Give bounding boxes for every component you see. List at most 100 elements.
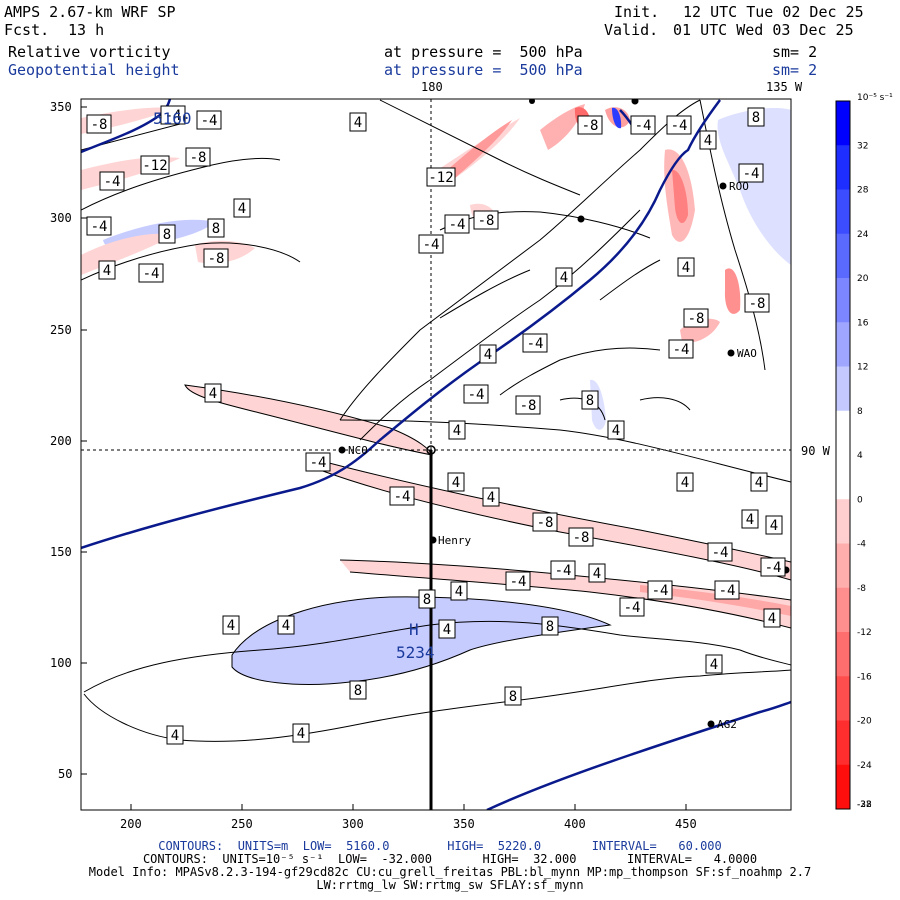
footer-vorticity-contours: CONTOURS: UNITS=10⁻⁵ s⁻¹ LOW= -32.000 HI… xyxy=(142,852,758,866)
svg-text:4: 4 xyxy=(710,657,718,673)
svg-text:-4: -4 xyxy=(652,583,669,599)
contour-label: 4 xyxy=(741,509,759,529)
high-value: 5234 xyxy=(396,643,435,662)
contour-label: -4 xyxy=(160,105,186,125)
ytick-150: 150 xyxy=(50,545,72,559)
colorbar-swatch xyxy=(836,720,850,766)
height-contour-label: 5160 xyxy=(153,109,192,128)
contour-label: -8 xyxy=(473,210,499,230)
svg-text:4: 4 xyxy=(455,584,463,600)
ytick-350: 350 xyxy=(50,100,72,114)
valid-label: Valid. xyxy=(604,21,659,39)
contour-label: 4 xyxy=(349,112,367,132)
footer-physics-info: LW:rrtmg_lw SW:rrtmg_sw SFLAY:sf_mynn xyxy=(316,878,584,892)
smoothing-1: sm= 2 xyxy=(772,43,818,61)
field-height: Geopotential height xyxy=(8,61,180,79)
svg-text:8: 8 xyxy=(546,619,554,635)
svg-text:-4: -4 xyxy=(712,545,729,561)
lon-90w-label: 90 W xyxy=(801,444,830,458)
svg-text:4: 4 xyxy=(484,347,492,363)
svg-text:8: 8 xyxy=(509,689,517,705)
svg-text:-8: -8 xyxy=(208,251,225,267)
contour-label: -4 xyxy=(196,110,222,130)
svg-text:4: 4 xyxy=(282,618,290,634)
svg-text:4: 4 xyxy=(560,270,568,286)
svg-text:-4: -4 xyxy=(143,266,160,282)
colorbar-label: -12 xyxy=(857,628,872,638)
colorbar-swatch xyxy=(836,366,850,412)
svg-text:-4: -4 xyxy=(310,455,327,471)
contour-label: -8 xyxy=(86,114,112,134)
footer-height-contours: CONTOURS: UNITS=m LOW= 5160.0 HIGH= 5220… xyxy=(158,839,722,853)
positive-vorticity-region xyxy=(232,596,610,685)
svg-text:4: 4 xyxy=(681,475,689,491)
svg-text:8: 8 xyxy=(752,110,760,126)
xtick-200: 200 xyxy=(120,817,142,831)
svg-text:-12: -12 xyxy=(142,158,167,174)
svg-text:4: 4 xyxy=(452,475,460,491)
svg-text:8: 8 xyxy=(354,683,362,699)
svg-text:-4: -4 xyxy=(673,342,690,358)
svg-text:-4: -4 xyxy=(449,217,466,233)
colorbar-label: 0 xyxy=(857,495,863,505)
station-nco-label: NCO xyxy=(348,444,368,457)
contour-label: 4 xyxy=(677,257,695,277)
contour-label: -4 xyxy=(138,263,164,283)
svg-text:-4: -4 xyxy=(635,118,652,134)
colorbar-swatch xyxy=(836,189,850,235)
svg-text:-8: -8 xyxy=(537,515,554,531)
colorbar-label: -8 xyxy=(857,584,866,594)
contour-label: 4 xyxy=(699,130,717,150)
contour-label: 8 xyxy=(504,686,522,706)
svg-text:-4: -4 xyxy=(91,219,108,235)
colorbar-label: 32 xyxy=(857,141,868,151)
svg-text:-4: -4 xyxy=(423,237,440,253)
svg-text:4: 4 xyxy=(770,518,778,534)
colorbar-label: -32 xyxy=(857,800,872,810)
contour-label: 4 xyxy=(450,581,468,601)
svg-text:-8: -8 xyxy=(520,398,537,414)
contour-label: 8 xyxy=(747,107,765,127)
svg-text:4: 4 xyxy=(354,115,362,131)
colorbar-label: 24 xyxy=(857,230,869,240)
contour-label: 8 xyxy=(418,589,436,609)
contour-label: 4 xyxy=(438,619,456,639)
svg-text:-4: -4 xyxy=(719,583,736,599)
colorbar-label: -24 xyxy=(857,761,872,771)
ytick-50: 50 xyxy=(58,767,73,781)
contour-label: 4 xyxy=(222,615,240,635)
colorbar-swatch xyxy=(836,543,850,589)
colorbar-label: -4 xyxy=(857,540,866,550)
forecast-value: 13 h xyxy=(68,21,105,39)
colorbar-label: 4 xyxy=(857,451,863,461)
contour-label: 4 xyxy=(277,615,295,635)
colorbar-label: 8 xyxy=(857,407,863,417)
colorbar-swatch xyxy=(836,101,850,146)
contour-label: 4 xyxy=(479,344,497,364)
svg-text:4: 4 xyxy=(487,490,495,506)
colorbar-label: 28 xyxy=(857,186,869,196)
model-title: AMPS 2.67-km WRF SP xyxy=(4,3,176,21)
ytick-200: 200 xyxy=(50,434,72,448)
colorbar-swatch xyxy=(836,410,850,456)
init-value: 12 UTC Tue 02 Dec 25 xyxy=(683,3,864,21)
lon-180-label: 180 xyxy=(421,80,443,94)
svg-text:4: 4 xyxy=(612,423,620,439)
colorbar-frame xyxy=(835,100,851,810)
svg-text:-8: -8 xyxy=(190,150,207,166)
svg-text:4: 4 xyxy=(453,423,461,439)
svg-text:4: 4 xyxy=(443,622,451,638)
contour-label: 4 xyxy=(447,472,465,492)
svg-text:8: 8 xyxy=(586,393,594,409)
contour-label: -4 xyxy=(522,333,548,353)
contour-label: 4 xyxy=(763,608,781,628)
svg-text:4: 4 xyxy=(209,386,217,402)
xtick-350: 350 xyxy=(453,817,475,831)
contour-label: 4 xyxy=(705,654,723,674)
xtick-450: 450 xyxy=(675,817,697,831)
contour-label: 4 xyxy=(765,515,783,535)
svg-text:-4: -4 xyxy=(510,574,527,590)
svg-text:-8: -8 xyxy=(478,213,495,229)
colorbar-swatch xyxy=(836,145,850,190)
